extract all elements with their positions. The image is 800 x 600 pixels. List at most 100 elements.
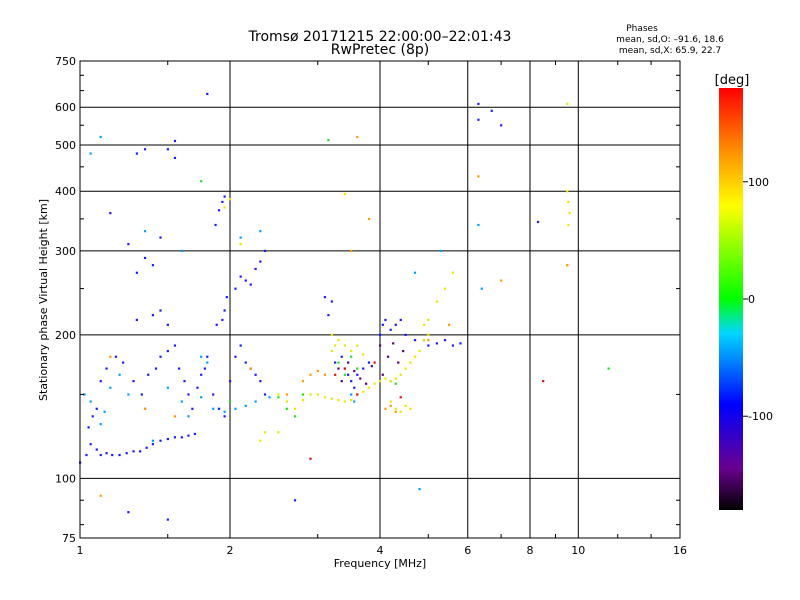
data-point — [173, 344, 177, 347]
colorbar-ticks: 100 0 -100 — [743, 176, 773, 423]
data-point — [159, 439, 162, 442]
data-point — [259, 380, 262, 383]
data-point — [259, 230, 262, 233]
colorbar-tick-label: 0 — [748, 293, 755, 306]
data-point — [187, 415, 190, 418]
data-point — [214, 223, 217, 227]
data-point — [323, 373, 327, 376]
data-point — [118, 373, 121, 376]
data-point — [229, 400, 232, 403]
data-point — [362, 367, 365, 370]
data-point — [166, 386, 169, 389]
data-point — [367, 361, 371, 364]
data-point — [334, 373, 337, 376]
data-point — [132, 450, 135, 453]
data-point — [234, 355, 237, 358]
data-point — [356, 344, 359, 347]
data-point — [343, 192, 347, 196]
data-point — [234, 287, 237, 290]
colorbar — [719, 88, 743, 510]
data-point — [443, 287, 447, 290]
data-point — [254, 267, 257, 271]
data-point — [206, 355, 209, 358]
data-point — [143, 148, 147, 151]
data-point — [293, 415, 297, 418]
data-point — [343, 373, 347, 376]
data-point — [330, 397, 333, 400]
grid-lines — [80, 61, 680, 538]
data-point — [221, 200, 224, 204]
y-tick-label: 300 — [55, 245, 76, 258]
data-point — [350, 249, 353, 253]
data-point — [135, 152, 138, 155]
data-point — [263, 249, 267, 253]
data-point — [309, 393, 312, 396]
x-tick-label: 8 — [527, 544, 534, 557]
data-point — [337, 339, 340, 342]
data-point — [343, 344, 347, 347]
data-point — [323, 396, 327, 399]
data-point — [477, 175, 480, 178]
data-point — [389, 404, 392, 407]
data-point — [356, 135, 359, 139]
data-point — [343, 400, 347, 403]
data-point — [166, 518, 169, 521]
data-point — [566, 102, 569, 106]
data-point — [404, 404, 407, 407]
data-point — [206, 92, 209, 96]
data-point — [180, 400, 183, 403]
data-point — [277, 393, 280, 396]
data-point — [85, 453, 88, 457]
data-point — [180, 436, 183, 439]
data-point — [244, 404, 247, 407]
data-point — [418, 349, 421, 353]
data-point — [259, 260, 262, 263]
data-point — [193, 432, 197, 436]
data-point — [373, 382, 376, 385]
data-point — [114, 355, 118, 358]
data-point — [91, 415, 94, 418]
data-point — [379, 380, 382, 383]
data-point — [285, 400, 288, 403]
data-point — [536, 220, 540, 224]
data-point — [356, 367, 359, 370]
data-point — [221, 318, 224, 322]
data-point — [490, 109, 493, 112]
data-point — [285, 407, 288, 410]
data-point — [249, 367, 252, 370]
data-point — [413, 355, 417, 358]
data-point — [196, 386, 199, 389]
data-point — [105, 367, 108, 370]
data-point — [350, 399, 353, 402]
data-point — [254, 400, 257, 403]
data-point — [200, 180, 203, 183]
data-point — [200, 396, 203, 399]
data-point — [127, 243, 130, 246]
data-point — [443, 339, 447, 342]
data-point — [147, 373, 150, 376]
data-point — [223, 309, 226, 312]
data-point — [99, 453, 102, 457]
x-tick-label: 1 — [77, 544, 84, 557]
data-point — [203, 367, 206, 370]
data-point — [367, 386, 371, 389]
data-point — [362, 353, 365, 356]
stats-heading: Phases — [626, 24, 658, 34]
colorbar-label: [deg] — [715, 73, 750, 88]
data-point — [337, 399, 340, 402]
chart-subtitle: RwPretec (8p) — [331, 42, 429, 58]
data-point — [215, 323, 218, 326]
data-point — [277, 396, 280, 399]
data-point — [212, 393, 215, 396]
data-point — [223, 410, 226, 413]
data-point — [334, 361, 337, 364]
data-point — [356, 373, 359, 376]
data-point — [451, 271, 455, 274]
data-point — [427, 339, 430, 342]
stats-line-o: mean, sd,O: –91.6, 18.6 — [616, 35, 724, 45]
data-point — [135, 271, 138, 274]
data-point — [293, 407, 297, 410]
data-point — [263, 393, 267, 396]
data-point — [334, 344, 337, 347]
data-point — [346, 373, 350, 376]
